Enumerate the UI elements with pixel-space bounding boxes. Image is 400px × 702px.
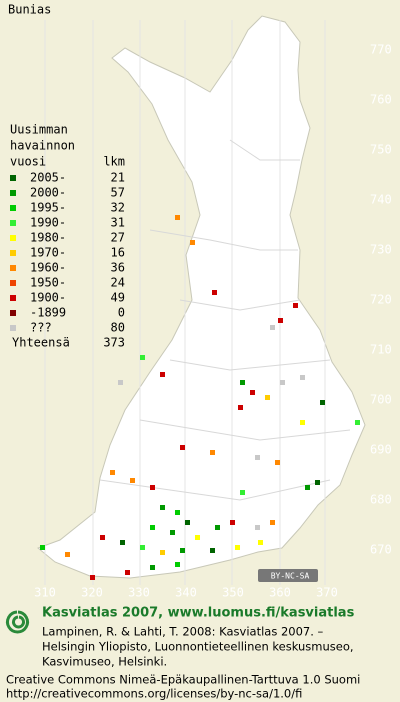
legend-total-label: Yhteensä xyxy=(12,336,70,350)
footer-license: http://creativecommons.org/licenses/by-n… xyxy=(6,687,302,701)
legend-swatch xyxy=(10,205,16,211)
legend-swatch xyxy=(10,190,16,196)
legend-heading: havainnon xyxy=(10,139,75,153)
legend-count: 24 xyxy=(111,276,125,290)
footer-site: Kasviatlas 2007, www.luomus.fi/kasviatla… xyxy=(42,606,355,621)
legend-period: 1960- xyxy=(30,261,66,275)
grid-y-label: 720 xyxy=(370,293,392,307)
grid-y-label: 710 xyxy=(370,343,392,357)
legend-count: 16 xyxy=(111,246,125,260)
footer-license: Creative Commons Nimeä-Epäkaupallinen-Ta… xyxy=(6,673,360,687)
legend-col-head: vuosi xyxy=(10,155,46,169)
cc-badge xyxy=(258,569,318,582)
legend-period: 2005- xyxy=(30,171,66,185)
legend-count: 36 xyxy=(111,261,125,275)
legend-swatch xyxy=(10,295,16,301)
legend-heading: Uusimman xyxy=(10,123,68,137)
grid-x-label: 310 xyxy=(34,586,56,600)
legend-total-count: 373 xyxy=(103,336,125,350)
footer-citation: Helsingin Yliopisto, Luonnontieteellinen… xyxy=(42,640,354,654)
legend-count: 80 xyxy=(111,321,125,335)
grid-y-label: 680 xyxy=(370,493,392,507)
grid-x-label: 320 xyxy=(81,586,103,600)
legend-swatch xyxy=(10,265,16,271)
grid-x-label: 330 xyxy=(128,586,150,600)
legend-col-head: lkm xyxy=(103,155,125,169)
grid-x-label: 350 xyxy=(222,586,244,600)
footer-citation: Kasvimuseo, Helsinki. xyxy=(42,655,167,669)
region-borders xyxy=(99,139,351,501)
grid-y-label: 750 xyxy=(370,143,392,157)
map-title: Bunias xyxy=(8,3,51,17)
cc-badge-text: BY-NC-SA xyxy=(271,572,310,581)
legend-count: 21 xyxy=(111,171,125,185)
legend-count: 57 xyxy=(111,186,125,200)
legend-period: 1950- xyxy=(30,276,66,290)
legend-period: 1980- xyxy=(30,231,66,245)
legend-swatch xyxy=(10,310,16,316)
legend-swatch xyxy=(10,325,16,331)
grid-y-label: 770 xyxy=(370,43,392,57)
grid-x-label: 370 xyxy=(316,586,338,600)
legend-count: 49 xyxy=(111,291,125,305)
legend-count: 27 xyxy=(111,231,125,245)
legend-period: -1899 xyxy=(30,306,66,320)
legend-swatch xyxy=(10,220,16,226)
grid-y-label: 730 xyxy=(370,243,392,257)
legend-count: 0 xyxy=(118,306,125,320)
footer-citation: Lampinen, R. & Lahti, T. 2008: Kasviatla… xyxy=(42,625,324,639)
legend-period: ??? xyxy=(30,321,52,335)
legend-period: 1990- xyxy=(30,216,66,230)
grid-y-label: 690 xyxy=(370,443,392,457)
grid-y-label: 760 xyxy=(370,93,392,107)
observation-squares xyxy=(40,215,360,580)
legend-swatch xyxy=(10,235,16,241)
legend-period: 1995- xyxy=(30,201,66,215)
legend-swatch xyxy=(10,250,16,256)
legend-period: 2000- xyxy=(30,186,66,200)
grid-y-label: 670 xyxy=(370,543,392,557)
legend-count: 32 xyxy=(111,201,125,215)
logo xyxy=(6,610,29,634)
legend-swatch xyxy=(10,175,16,181)
legend-swatch xyxy=(10,280,16,286)
grid-y-label: 740 xyxy=(370,193,392,207)
grid-x-label: 340 xyxy=(175,586,197,600)
grid-y-label: 700 xyxy=(370,393,392,407)
grid-x-label: 360 xyxy=(269,586,291,600)
legend-period: 1900- xyxy=(30,291,66,305)
legend-count: 31 xyxy=(111,216,125,230)
legend-period: 1970- xyxy=(30,246,66,260)
